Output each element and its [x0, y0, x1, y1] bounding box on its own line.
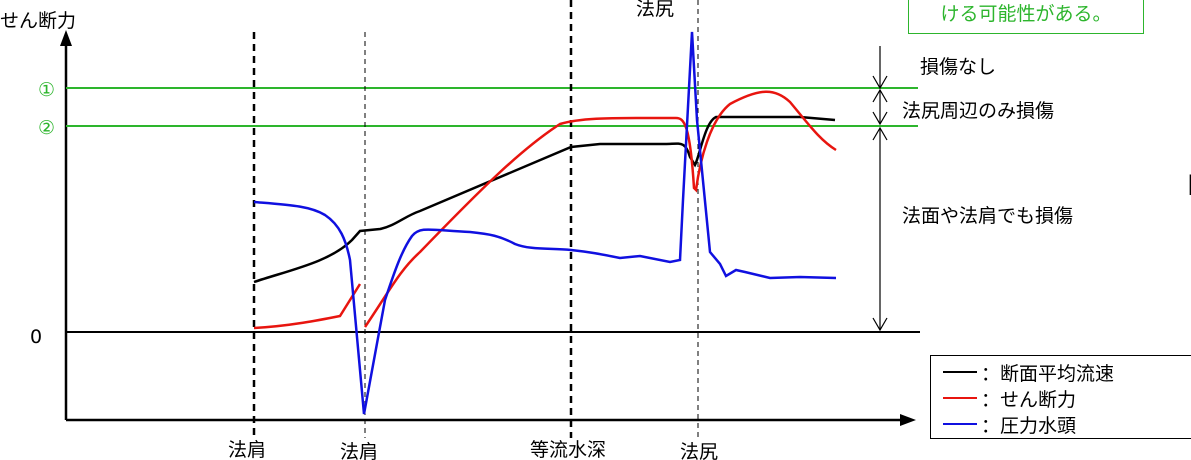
legend-item-pressure: ：圧力水頭 — [943, 412, 1077, 437]
zero-label: 0 — [30, 326, 42, 348]
threshold-2-label: ② — [38, 117, 55, 139]
legend-swatch-velocity — [943, 371, 977, 373]
x-label-shoulder-2: 法肩 — [340, 441, 378, 460]
zone-label-face-shoulder: 法面や法肩でも損傷 — [902, 205, 1073, 227]
shear-curve-2 — [363, 90, 837, 328]
edge-bracket: 【 — [1175, 168, 1191, 200]
legend: ：断面平均流速 ：せん断力 ：圧力水頭 — [930, 355, 1191, 439]
x-axis-arrow — [900, 414, 916, 426]
note-box: ける可能性がある。 — [908, 0, 1144, 34]
range-marker-low-arrow-down — [872, 317, 888, 332]
note-text: ける可能性がある。 — [940, 3, 1112, 25]
x-label-uniform-depth: 等流水深 — [530, 439, 606, 460]
pressure-curve — [253, 31, 837, 415]
x-label-shoulder-1: 法肩 — [228, 439, 266, 460]
legend-item-shear: ：せん断力 — [943, 386, 1077, 411]
range-marker-mid-arrow-down — [872, 111, 888, 126]
y-axis-arrow — [60, 30, 72, 46]
legend-label-velocity: ：断面平均流速 — [981, 362, 1115, 385]
shear-curve — [253, 283, 362, 330]
threshold-1-label: ① — [38, 79, 55, 101]
top-partial-label: 法尻 — [636, 0, 674, 20]
zone-label-none: 損傷なし — [920, 56, 996, 78]
legend-swatch-shear — [943, 397, 977, 399]
legend-label-shear: ：せん断力 — [981, 388, 1077, 411]
legend-label-pressure: ：圧力水頭 — [981, 414, 1077, 437]
x-label-toe: 法尻 — [680, 441, 718, 460]
range-marker-low-arrow-up — [872, 126, 888, 141]
legend-swatch-pressure — [943, 423, 977, 425]
legend-item-velocity: ：断面平均流速 — [943, 360, 1115, 385]
range-marker-mid-arrow-up — [872, 88, 888, 103]
zone-label-toe-only: 法尻周辺のみ損傷 — [902, 100, 1054, 122]
range-marker-top-arrow — [872, 75, 888, 90]
y-axis-label: せん断力 — [0, 10, 76, 32]
velocity-curve — [253, 115, 836, 284]
